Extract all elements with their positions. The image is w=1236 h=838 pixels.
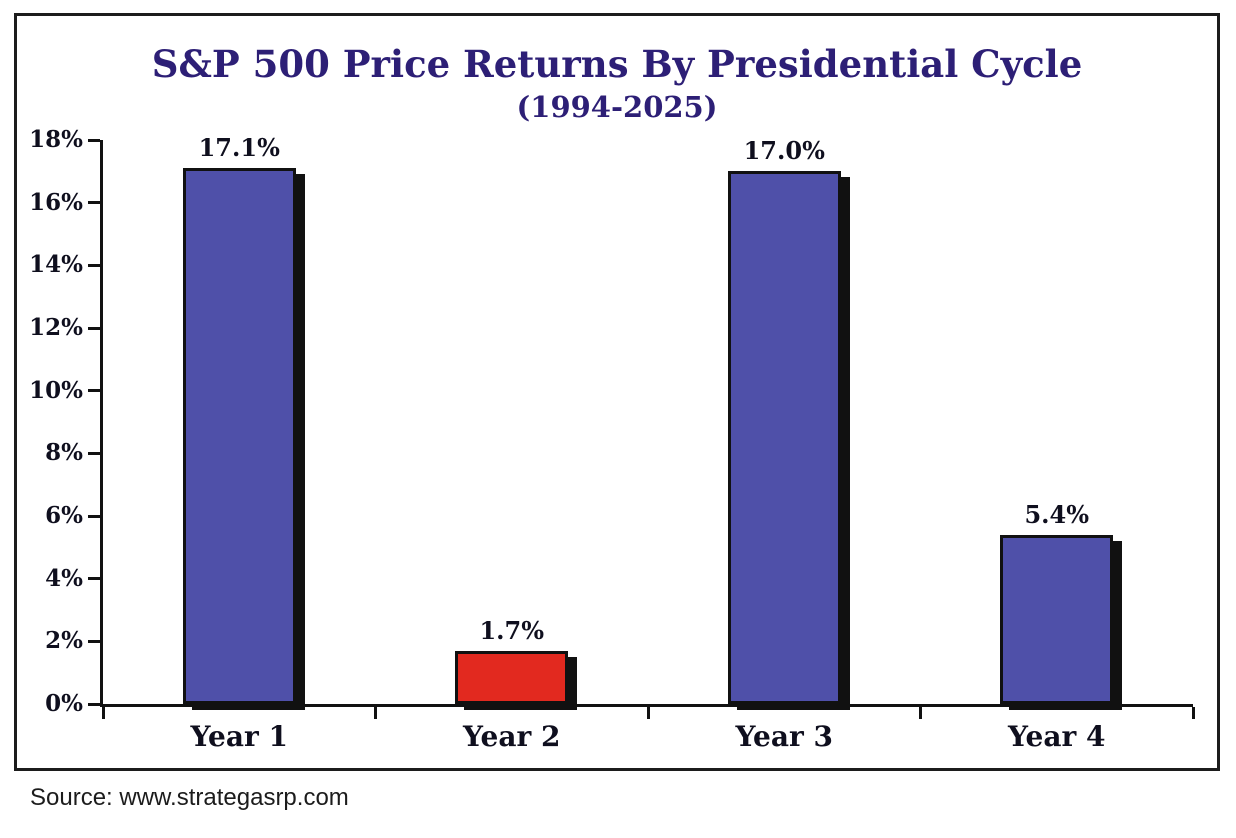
bar-value-label: 17.0% xyxy=(743,136,825,166)
x-axis-category-label: Year 4 xyxy=(1008,720,1106,753)
y-axis-tick xyxy=(88,263,100,267)
y-axis-tick-label: 0% xyxy=(45,690,83,717)
y-axis-tick xyxy=(88,138,100,142)
y-axis-tick-label: 2% xyxy=(45,627,83,655)
y-axis-tick-label: 12% xyxy=(29,314,83,341)
y-axis-tick-label: 16% xyxy=(29,188,83,216)
y-axis-tick-label: 8% xyxy=(45,439,83,467)
bar-year-4 xyxy=(1000,534,1114,704)
y-axis-tick-label: 14% xyxy=(29,251,83,279)
chart-subtitle: (1994-2025) xyxy=(516,90,718,124)
chart-title: S&P 500 Price Returns By Presidential Cy… xyxy=(151,42,1083,86)
y-axis-tick-label: 4% xyxy=(45,564,83,592)
plot-area: 0% 2% 4% 6% 8% 10% 12% 14% 16% 18% 17.1% Year 1 1.7%… xyxy=(29,127,1195,753)
y-axis-tick xyxy=(88,639,100,643)
y-axis-tick-label: 18% xyxy=(29,126,83,153)
bar-value-label: 17.1% xyxy=(198,133,280,163)
x-axis-category-label: Year 2 xyxy=(463,720,561,753)
x-axis-category-label: Year 3 xyxy=(735,720,834,753)
source-text: Source: www.strategasrp.com xyxy=(30,784,349,811)
bar-value-label: 5.4% xyxy=(1024,499,1090,529)
bar-year-2 xyxy=(455,650,569,704)
x-axis-category-label: Year 1 xyxy=(190,720,289,753)
x-axis-tick xyxy=(101,707,105,719)
y-axis-tick-label: 10% xyxy=(29,376,83,404)
y-axis-tick-label: 6% xyxy=(45,502,83,529)
x-axis-tick xyxy=(919,707,922,719)
chart-frame: S&P 500 Price Returns By Presidential Cy… xyxy=(14,13,1220,771)
y-axis-tick xyxy=(88,514,100,518)
y-axis-tick xyxy=(88,577,100,581)
y-axis-tick xyxy=(88,702,100,706)
y-axis-tick xyxy=(88,451,100,455)
bar-year-3 xyxy=(727,171,841,704)
x-axis-tick xyxy=(1191,707,1195,719)
bar-year-1 xyxy=(182,168,296,704)
bar-value-label: 1.7% xyxy=(479,615,545,645)
y-axis-tick xyxy=(88,326,100,330)
y-axis-tick xyxy=(88,389,100,393)
y-axis-tick xyxy=(88,201,100,205)
x-axis-tick xyxy=(374,707,377,719)
x-axis-tick xyxy=(646,707,650,719)
